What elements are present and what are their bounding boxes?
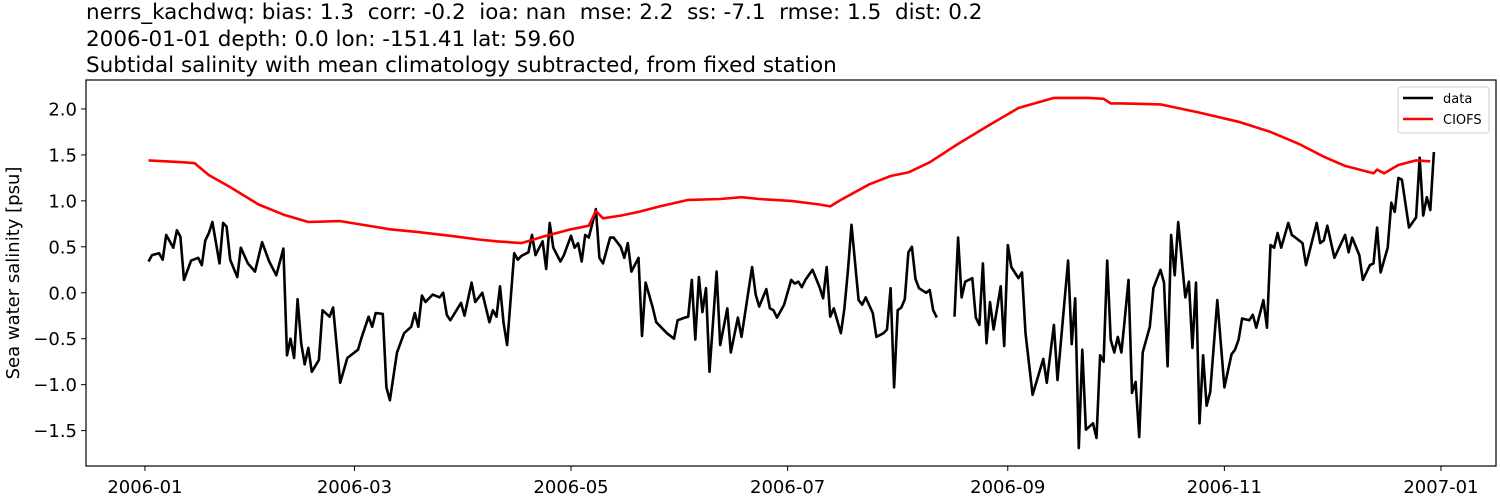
y-tick-label: 2.0: [48, 99, 77, 120]
y-axis: 2.0 1.5 1.0 0.5 0.0 −0.5 −1.0 −1.5: [33, 99, 86, 442]
y-tick-label: −1.0: [33, 375, 77, 396]
y-tick-label: 1.5: [48, 145, 77, 166]
chart-title-line-2: 2006-01-01 depth: 0.0 lon: -151.41 lat: …: [86, 27, 576, 52]
y-tick-label: −0.5: [33, 329, 77, 350]
x-tick-label: 2006-01: [107, 477, 182, 498]
x-tick-label: 2006-09: [970, 477, 1045, 498]
x-tick-label: 2006-05: [533, 477, 608, 498]
x-tick-label: 2006-07: [750, 477, 825, 498]
series-line-data-segment-2: [953, 152, 1436, 450]
series-layer: [147, 96, 1436, 450]
y-tick-label: 1.0: [48, 191, 77, 212]
chart-title-line-3: Subtidal salinity with mean climatology …: [86, 53, 837, 78]
legend: data CIOFS: [1397, 86, 1490, 134]
series-line-data-segment-1: [147, 207, 938, 402]
x-tick-label: 2006-03: [317, 477, 392, 498]
y-axis-label: Sea water salinity [psu]: [3, 167, 24, 380]
chart-title-line-1: nerrs_kachdwq: bias: 1.3 corr: -0.2 ioa:…: [86, 0, 983, 25]
legend-label-data: data: [1443, 92, 1472, 107]
x-tick-label: 2007-01: [1403, 477, 1478, 498]
y-tick-label: 0.5: [48, 237, 77, 258]
x-tick-label: 2006-11: [1187, 477, 1262, 498]
y-tick-label: 0.0: [48, 283, 77, 304]
plot-frame: [85, 79, 1497, 467]
series-line-ciofs-segment-1: [148, 96, 1431, 245]
x-axis: 2006-01 2006-03 2006-05 2006-07 2006-09 2006-…: [107, 466, 1479, 498]
legend-label-ciofs: CIOFS: [1443, 113, 1482, 128]
y-tick-label: −1.5: [33, 421, 77, 442]
